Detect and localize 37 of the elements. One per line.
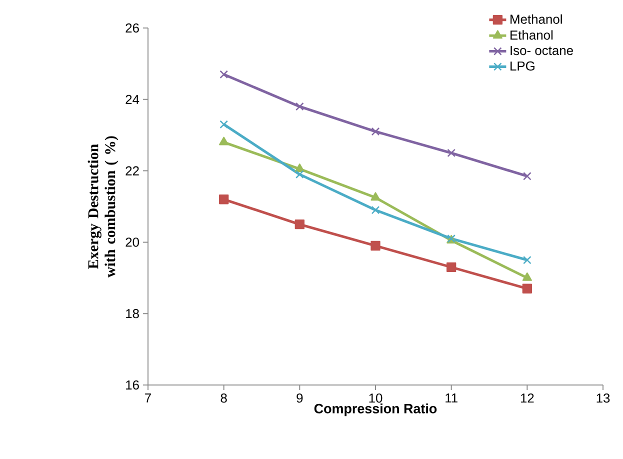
x-tick-label: 12 [520,393,534,403]
y-tick-label: 24 [126,94,140,104]
y-tick-label: 16 [126,380,139,390]
x-tick-label: 7 [145,394,151,402]
point [446,262,456,272]
legend-label: Methanol [510,14,562,24]
point [523,256,532,264]
legend-label: Ethanol [510,30,553,40]
legend-label: Iso- octane [510,46,573,56]
x-tick-label: 10 [369,393,382,403]
point [371,127,380,136]
x-tick-label: 8 [220,393,227,403]
x-tick-label: 9 [296,393,303,403]
point [522,284,532,294]
point [294,220,304,230]
y-tick-label: 20 [126,238,139,247]
point [370,192,380,201]
y-tick-label: 26 [126,23,139,33]
y-axis-title: Exergy Destruction with combustion ( %) [88,136,118,278]
point [296,170,304,179]
legend-label: LPG [510,61,534,71]
point [219,136,229,146]
point [219,194,229,204]
y-tick-label: 18 [126,309,139,318]
x-tick-label: 13 [596,393,610,403]
x-tick-label: 11 [446,394,458,402]
point [220,120,228,129]
y-tick-label: 22 [126,166,139,176]
point [294,164,304,172]
point [220,70,228,79]
point [371,206,380,214]
point [523,172,532,180]
point [296,102,304,111]
point [522,272,532,281]
x-axis-title: Compression Ratio [314,404,437,416]
point [447,148,456,158]
point [370,240,380,251]
